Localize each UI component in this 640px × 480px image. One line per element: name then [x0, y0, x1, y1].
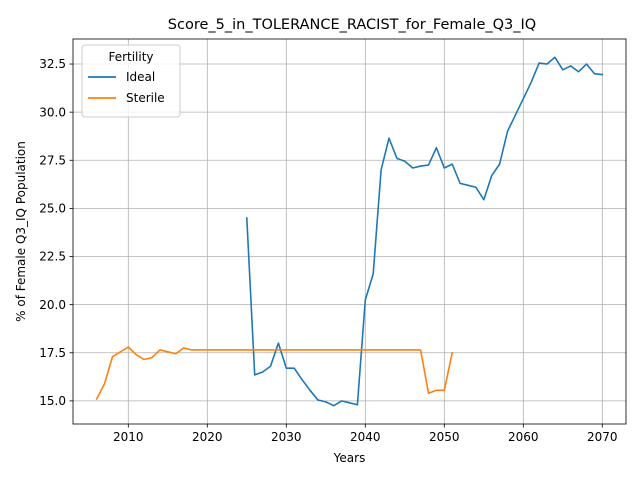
x-tick-label: 2020	[192, 430, 223, 444]
legend-label-ideal: Ideal	[126, 70, 155, 84]
gridlines	[73, 39, 626, 424]
series-layer	[95, 56, 604, 407]
y-tick-label: 27.5	[39, 153, 66, 167]
x-tick-label: 2040	[350, 430, 381, 444]
y-tick-label: 25.0	[39, 202, 66, 216]
y-tick-label: 20.0	[39, 298, 66, 312]
legend-frame	[81, 44, 181, 118]
chart-title: Score_5_in_TOLERANCE_RACIST_for_Female_Q…	[168, 17, 536, 33]
legend-title: Fertility	[108, 50, 153, 64]
series-line-sterile	[95, 346, 454, 401]
y-axis: 15.0 17.5 20.0 22.5 25.0 27.5 30.0 32.5	[39, 57, 73, 408]
x-tick-label: 2070	[587, 430, 618, 444]
y-tick-label: 15.0	[39, 394, 66, 408]
x-axis: 2010 2020 2030 2040 2050 2060 2070	[113, 424, 618, 444]
x-tick-label: 2060	[508, 430, 539, 444]
x-tick-label: 2050	[429, 430, 460, 444]
x-tick-label: 2030	[271, 430, 302, 444]
y-tick-label: 22.5	[39, 250, 66, 264]
plot-frame	[72, 38, 627, 425]
x-axis-label: Years	[333, 451, 366, 465]
series-line-ideal	[245, 56, 604, 407]
y-tick-label: 32.5	[39, 57, 66, 71]
y-tick-label: 30.0	[39, 105, 66, 119]
legend-label-sterile: Sterile	[126, 91, 165, 105]
y-tick-label: 17.5	[39, 346, 66, 360]
y-axis-label: % of Female Q3_IQ Population	[14, 141, 28, 322]
x-tick-label: 2010	[113, 430, 144, 444]
legend: Fertility Ideal Sterile	[81, 44, 181, 118]
